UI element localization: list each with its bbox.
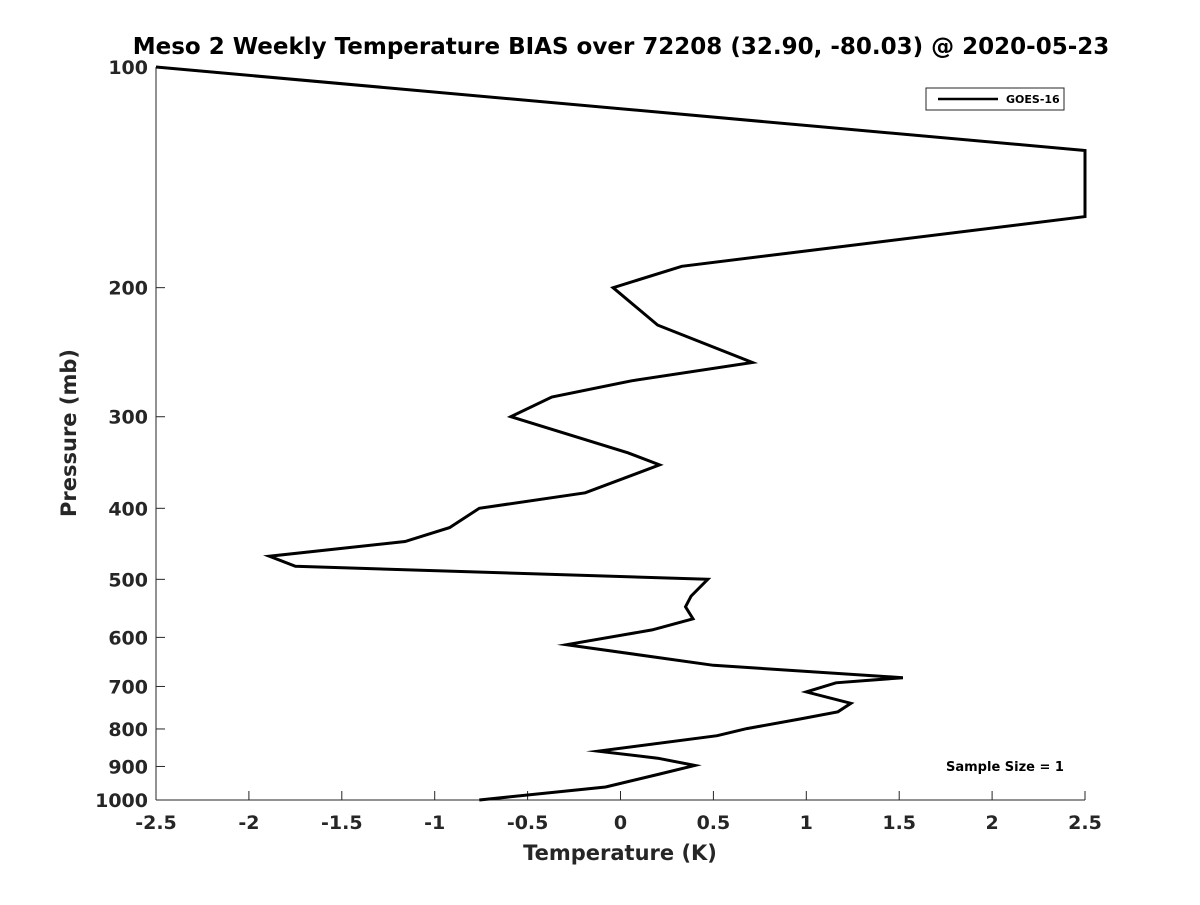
x-axis-label: Temperature (K) — [523, 841, 717, 865]
series-line-goes-16 — [155, 65, 1087, 802]
x-tick-label: 1.5 — [882, 812, 916, 834]
y-tick-label: 400 — [108, 498, 148, 520]
x-tick-label: -2.5 — [135, 812, 177, 834]
x-tick-label: 2 — [985, 812, 998, 834]
y-axis-label: Pressure (mb) — [57, 349, 81, 517]
x-tick-label: 1 — [800, 812, 813, 834]
x-axis-ticks: -2.5 -2 -1.5 -1 -0.5 0 0.5 1 1.5 2 2.5 — [135, 791, 1102, 834]
x-tick-label: 2.5 — [1068, 812, 1102, 834]
y-tick-label: 700 — [108, 676, 148, 698]
chart-title: Meso 2 Weekly Temperature BIAS over 7220… — [133, 34, 1110, 60]
y-tick-label: 900 — [108, 756, 148, 778]
y-tick-label: 100 — [108, 57, 148, 79]
x-tick-label: -1 — [424, 812, 445, 834]
x-tick-label: -1.5 — [321, 812, 363, 834]
series-layer — [155, 65, 1087, 802]
sample-size-annotation: Sample Size = 1 — [946, 760, 1064, 775]
x-tick-label: 0.5 — [697, 812, 731, 834]
x-tick-label: -2 — [238, 812, 259, 834]
legend-label-goes-16: GOES-16 — [1006, 93, 1060, 106]
legend: GOES-16 — [925, 87, 1065, 111]
y-axis-ticks: 100 200 300 400 500 600 700 800 900 1000 — [95, 57, 165, 812]
y-tick-label: 800 — [108, 719, 148, 741]
y-tick-label: 500 — [108, 569, 148, 591]
x-tick-label: 0 — [614, 812, 627, 834]
y-tick-label: 200 — [108, 278, 148, 300]
y-tick-label: 1000 — [95, 790, 148, 812]
y-tick-label: 600 — [108, 627, 148, 649]
y-tick-label: 300 — [108, 407, 148, 429]
x-tick-label: -0.5 — [507, 812, 549, 834]
